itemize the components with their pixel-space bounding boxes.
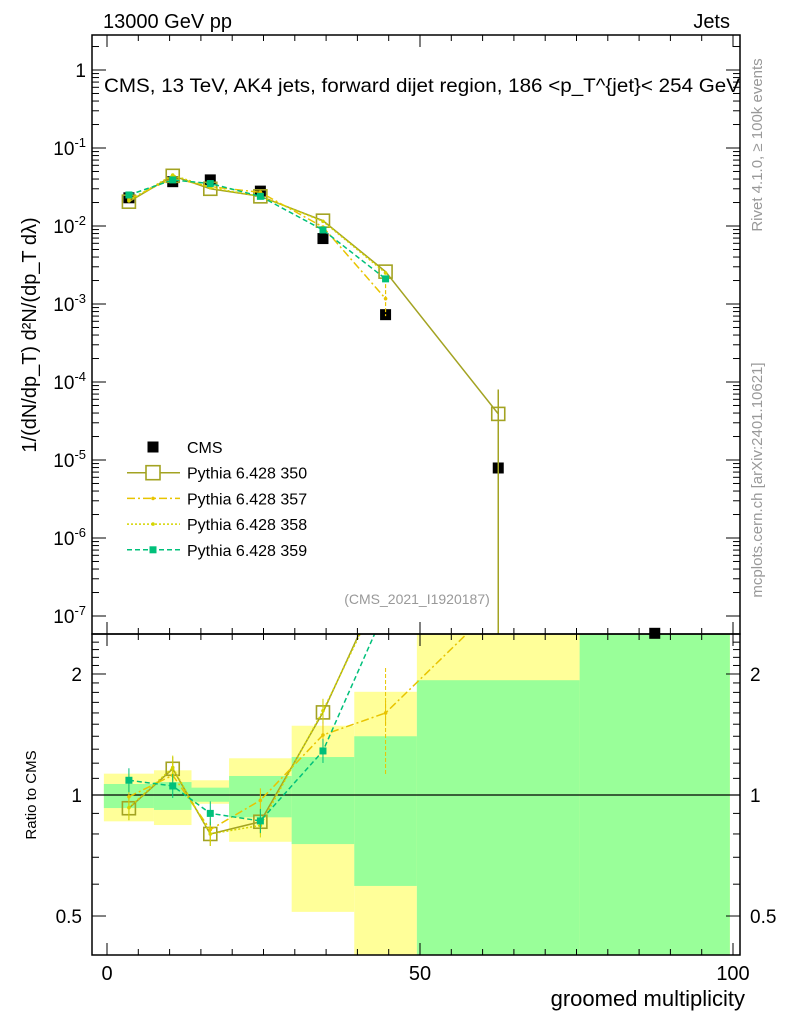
series-line — [128, 174, 499, 415]
rivet-label: Rivet 4.1.0, ≥ 100k events — [749, 58, 766, 231]
ratio-marker — [319, 747, 327, 755]
stat-band — [416, 680, 580, 955]
ratio-line — [128, 633, 376, 822]
ratio-y-tick-label: 1 — [71, 786, 82, 807]
mc-marker — [125, 191, 133, 199]
ratio-marker — [127, 805, 131, 810]
ratio-line — [128, 633, 360, 835]
mc-marker — [256, 192, 264, 200]
ratio-y-tick-label: 2 — [71, 665, 82, 686]
ratio-y-tick-label-right: 1 — [750, 786, 761, 807]
legend-label: Pythia 6.428 357 — [187, 491, 307, 508]
mcplots-label: mcplots.cern.ch [arXiv:2401.10621] — [749, 362, 766, 597]
legend-marker — [151, 496, 155, 501]
ratio-marker — [321, 708, 325, 713]
legend-label: Pythia 6.428 358 — [187, 517, 307, 534]
legend-marker — [151, 522, 155, 526]
y-tick-label: 10-7 — [53, 603, 86, 628]
ratio-marker — [256, 817, 264, 825]
ratio-y-axis-label: Ratio to CMS — [23, 750, 40, 839]
ratio-marker — [208, 832, 213, 836]
legend-marker — [147, 441, 159, 453]
x-axis-label: groomed multiplicity — [551, 986, 745, 1011]
y-tick-label: 10-2 — [53, 213, 86, 238]
mc-marker — [321, 219, 325, 224]
mc-marker — [170, 173, 175, 177]
x-tick-label: 50 — [409, 963, 431, 985]
legend-label: Pythia 6.428 359 — [187, 543, 307, 560]
ratio-y-tick-label-right: 2 — [750, 665, 761, 686]
mc-marker — [383, 271, 388, 275]
ratio-marker — [170, 765, 175, 770]
mc-marker — [127, 199, 131, 203]
y-tick-label: 10-5 — [53, 447, 86, 472]
ratio-marker — [258, 798, 263, 803]
plot-title: CMS, 13 TeV, AK4 jets, forward dijet reg… — [104, 75, 740, 97]
ratio-marker — [321, 733, 325, 737]
data-point — [317, 233, 329, 245]
legend: CMS Pythia 6.428 350 Pythia 6.428 357 Pythi… — [127, 440, 307, 560]
header-left: 13000 GeV pp — [103, 11, 232, 33]
mc-marker — [319, 226, 327, 234]
legend-label: CMS — [187, 440, 223, 457]
y-tick-label: 10-1 — [53, 135, 86, 160]
y-tick-label: 10-3 — [53, 291, 86, 316]
header-right: Jets — [693, 11, 730, 33]
data-point — [204, 174, 216, 186]
y-tick-label: 1 — [75, 61, 86, 82]
y-tick-label: 10-4 — [53, 369, 86, 394]
legend-marker — [149, 546, 157, 554]
analysis-tag: (CMS_2021_I1920187) — [344, 591, 490, 607]
series-line — [128, 179, 387, 280]
ratio-marker — [206, 809, 214, 817]
mc-marker — [382, 275, 390, 283]
x-tick-label: 0 — [101, 963, 112, 985]
y-axis-label: 1/(dN/dp_T) d²N/(dp_T dλ) — [19, 217, 41, 452]
ratio-y-tick-label: 0.5 — [56, 907, 82, 928]
mc-marker — [206, 180, 214, 188]
ratio-marker — [125, 776, 133, 784]
ratio-y-tick-label-right: 0.5 — [750, 907, 776, 928]
stat-band — [291, 757, 355, 845]
ratio-marker — [169, 782, 177, 790]
legend-label: Pythia 6.428 350 — [187, 466, 307, 483]
mc-marker — [169, 176, 177, 184]
ratio-line — [128, 633, 361, 835]
y-tick-label: 10-6 — [53, 525, 86, 550]
x-tick-label: 100 — [716, 963, 749, 985]
legend-marker — [145, 464, 161, 481]
